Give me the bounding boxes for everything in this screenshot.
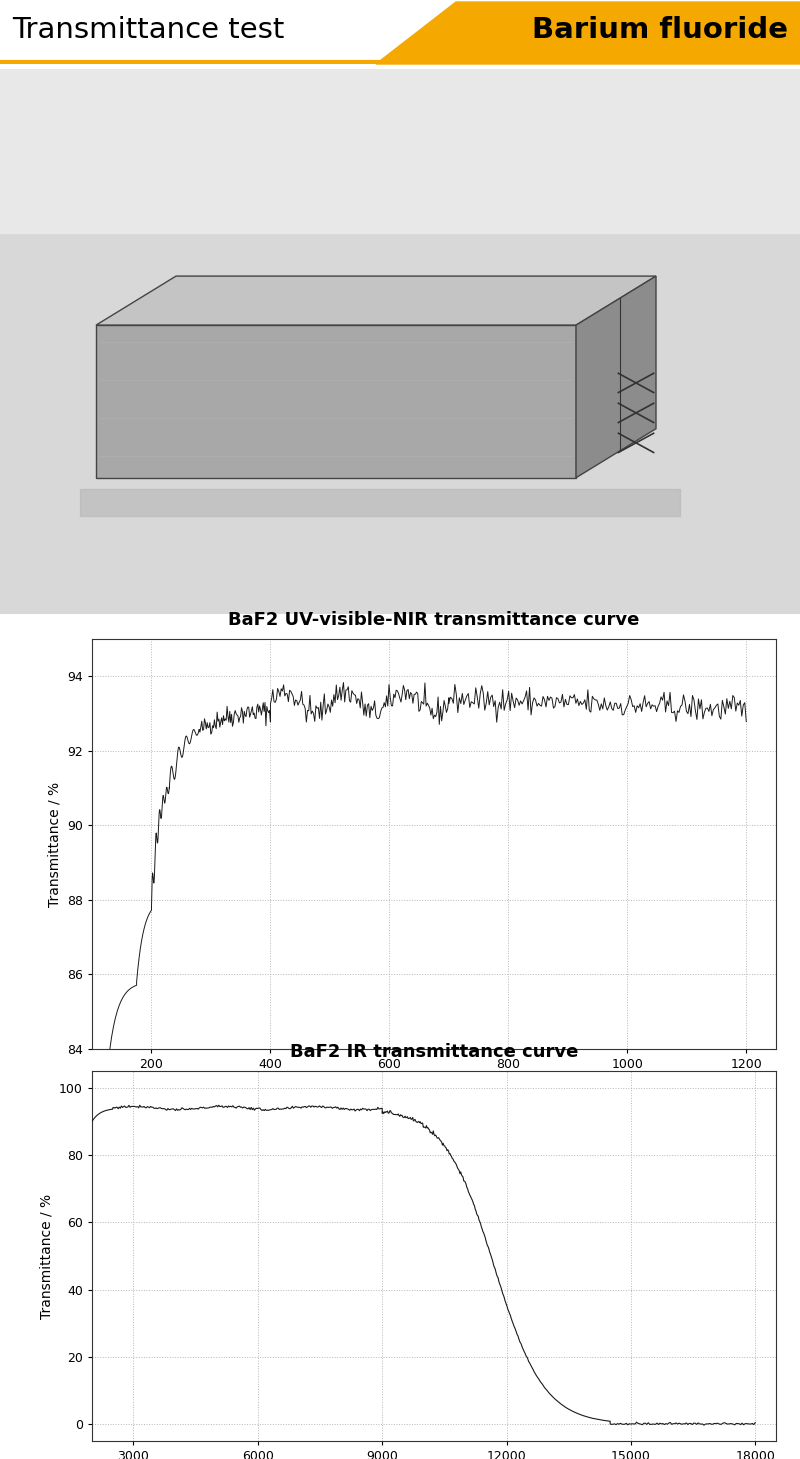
Polygon shape [80, 489, 680, 516]
Polygon shape [96, 276, 656, 325]
Text: Barium fluoride: Barium fluoride [532, 16, 788, 44]
Title: BaF2 IR transmittance curve: BaF2 IR transmittance curve [290, 1043, 578, 1061]
Polygon shape [0, 69, 800, 232]
Polygon shape [376, 1, 800, 64]
Title: BaF2 UV-visible-NIR transmittance curve: BaF2 UV-visible-NIR transmittance curve [228, 611, 640, 629]
Polygon shape [576, 276, 656, 477]
Polygon shape [96, 325, 576, 477]
X-axis label: Wavelength / nm: Wavelength / nm [369, 1077, 499, 1091]
Y-axis label: Transmittance / %: Transmittance / % [39, 1193, 54, 1319]
Text: Transmittance test: Transmittance test [12, 16, 284, 44]
Y-axis label: Transmittance / %: Transmittance / % [47, 782, 62, 906]
